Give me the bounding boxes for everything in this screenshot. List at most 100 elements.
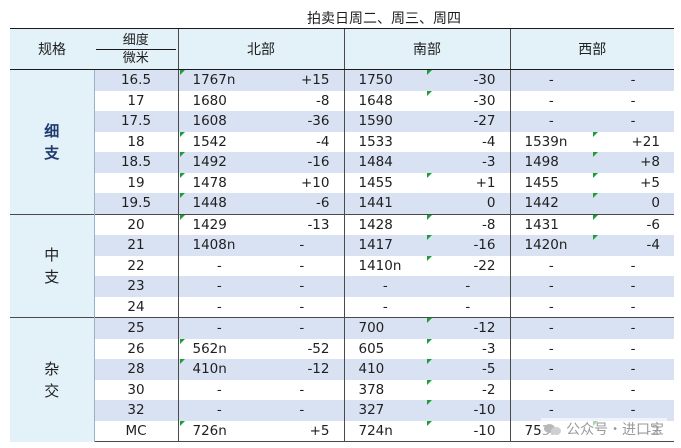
header-spec: 规格 bbox=[10, 28, 94, 70]
price-north: - bbox=[178, 276, 260, 297]
change-north: -13 bbox=[260, 213, 345, 235]
size-cell: 30 bbox=[93, 379, 179, 400]
price-south: 327 bbox=[344, 400, 426, 421]
change-west: - bbox=[592, 90, 674, 111]
header-region-west: 西部 bbox=[510, 28, 674, 70]
price-south: - bbox=[344, 276, 426, 297]
change-north: -52 bbox=[260, 338, 345, 359]
table-row: 28 410n -12 410 -5- - bbox=[10, 359, 674, 380]
change-south: -3 bbox=[426, 338, 511, 359]
table-row: 21 1408n -1417 -16 1420n -4 bbox=[10, 235, 674, 256]
price-south: 700 bbox=[344, 317, 426, 339]
group-name: 中支 bbox=[44, 245, 60, 286]
size-cell: 24 bbox=[93, 296, 179, 318]
table-row: 19.5 1448 -6 1441 0 1442 0 bbox=[10, 193, 674, 214]
change-west: -6 bbox=[592, 213, 674, 235]
price-south: 1410n bbox=[344, 255, 426, 276]
change-south: -4 bbox=[426, 131, 511, 152]
price-north: 1767n bbox=[178, 69, 260, 91]
price-south: 1441 bbox=[344, 193, 426, 214]
price-north: 1448 bbox=[178, 193, 260, 214]
price-south: 410 bbox=[344, 359, 426, 380]
watermark-account: 公众号 bbox=[566, 422, 609, 438]
table-row: 中支 20 1429 -13 1428 -8 1431 -6 bbox=[10, 213, 674, 318]
price-north: 1492 bbox=[178, 152, 260, 173]
price-south: 1648 bbox=[344, 90, 426, 111]
change-south: -3 bbox=[426, 152, 511, 173]
price-west: 1442 bbox=[510, 193, 592, 214]
price-west: - bbox=[510, 338, 592, 359]
change-west: 0 bbox=[592, 193, 674, 214]
change-north: - bbox=[260, 400, 345, 421]
table-row: 17.5 1608 -36 1590 -27- - bbox=[10, 111, 674, 132]
table-row: 23- - - - - - bbox=[10, 276, 674, 297]
price-north: 562n bbox=[178, 338, 260, 359]
price-west: - bbox=[510, 90, 592, 111]
price-north: 1542 bbox=[178, 131, 260, 152]
table-row: 32- -327 -10- - bbox=[10, 400, 674, 421]
table-row: 18.5 1492 -16 1484 -3 1498 +8 bbox=[10, 152, 674, 173]
change-west: - bbox=[592, 359, 674, 380]
change-north: -36 bbox=[260, 111, 345, 132]
table-row: 24- - - - - - bbox=[10, 296, 674, 318]
table-row: 22- -1410n -22- - bbox=[10, 255, 674, 276]
change-west: +21 bbox=[592, 131, 674, 152]
change-west: -4 bbox=[592, 235, 674, 256]
change-west: - bbox=[592, 255, 674, 276]
change-west: - bbox=[592, 379, 674, 400]
size-cell: MC bbox=[93, 420, 179, 442]
size-cell: 19 bbox=[93, 172, 179, 193]
header-region-south: 南部 bbox=[344, 28, 511, 70]
price-west: - bbox=[510, 400, 592, 421]
price-south: 1590 bbox=[344, 111, 426, 132]
change-south: - bbox=[426, 296, 511, 318]
change-north: -6 bbox=[260, 193, 345, 214]
price-west: - bbox=[510, 111, 592, 132]
change-south: -12 bbox=[426, 317, 511, 339]
price-west: 1498 bbox=[510, 152, 592, 173]
change-south: -2 bbox=[426, 379, 511, 400]
change-south: -8 bbox=[426, 213, 511, 235]
change-south: -5 bbox=[426, 359, 511, 380]
size-cell: 22 bbox=[93, 255, 179, 276]
size-cell: 16.5 bbox=[93, 69, 179, 91]
table-row: 细支 16.5 1767n +15 1750 -30- - bbox=[10, 69, 674, 214]
size-cell: 23 bbox=[93, 276, 179, 297]
watermark: 公众号 • 进口宝 bbox=[541, 418, 667, 440]
price-south: 1428 bbox=[344, 213, 426, 235]
watermark-separator: • bbox=[612, 423, 618, 435]
size-cell: 18 bbox=[93, 131, 179, 152]
price-north: - bbox=[178, 296, 260, 318]
change-west: +8 bbox=[592, 152, 674, 173]
watermark-name: 进口宝 bbox=[622, 422, 664, 438]
change-south: -30 bbox=[426, 69, 511, 91]
price-north: - bbox=[178, 379, 260, 400]
price-west: - bbox=[510, 296, 592, 318]
change-south: 0 bbox=[426, 193, 511, 214]
change-west: +5 bbox=[592, 172, 674, 193]
table-row: 30- -378 -2- - bbox=[10, 379, 674, 400]
size-cell: 25 bbox=[93, 317, 179, 339]
change-north: - bbox=[260, 379, 345, 400]
change-south: -10 bbox=[426, 400, 511, 421]
size-cell: 21 bbox=[93, 235, 179, 256]
group-name: 细支 bbox=[44, 121, 60, 162]
table-body: 细支 16.5 1767n +15 1750 -30- -17 1680 -8 1648 -30- -… bbox=[10, 69, 674, 442]
price-south: 378 bbox=[344, 379, 426, 400]
change-north: - bbox=[260, 235, 345, 256]
change-north: +10 bbox=[260, 172, 345, 193]
price-south: 1533 bbox=[344, 131, 426, 152]
change-south: -22 bbox=[426, 255, 511, 276]
price-south: 724n bbox=[344, 420, 426, 442]
title-spacer bbox=[10, 8, 94, 29]
price-north: - bbox=[178, 255, 260, 276]
group-label: 杂交 bbox=[10, 317, 95, 442]
change-west: - bbox=[592, 69, 674, 91]
change-north: -8 bbox=[260, 90, 345, 111]
size-cell: 17.5 bbox=[93, 111, 179, 132]
table-row: 18 1542 -4 1533 -4 1539n +21 bbox=[10, 131, 674, 152]
price-north: 726n bbox=[178, 420, 260, 442]
change-south: -30 bbox=[426, 90, 511, 111]
change-north: +5 bbox=[260, 420, 345, 442]
price-south: 1750 bbox=[344, 69, 426, 91]
